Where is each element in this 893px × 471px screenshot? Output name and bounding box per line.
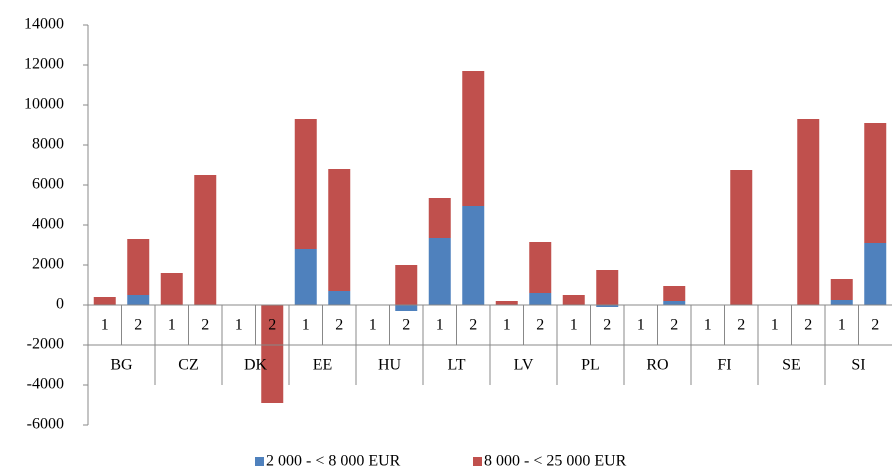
bar [529,293,552,305]
group-label: SE [782,357,801,374]
bar [93,297,116,305]
x-tick-label: 2 [737,317,745,334]
bar [562,295,585,305]
bar [294,249,317,305]
bar [830,279,853,300]
bar [127,239,150,295]
x-tick-label: 2 [335,317,343,334]
bar [127,295,150,305]
y-tick-label: 14000 [24,16,64,33]
group-label: PL [581,357,600,374]
bar [663,301,686,305]
x-tick-label: 1 [838,317,846,334]
x-tick-label: 1 [704,317,712,334]
bar [495,301,518,305]
group-label: BG [110,357,133,374]
x-tick-label: 2 [603,317,611,334]
x-tick-label: 1 [637,317,645,334]
x-tick-label: 2 [469,317,477,334]
bar [428,238,451,305]
y-tick-label: -6000 [27,416,64,433]
y-tick-label: -4000 [27,376,64,393]
bar [462,71,485,206]
x-tick-label: 1 [369,317,377,334]
x-tick-label: 1 [168,317,176,334]
x-tick-label: 2 [402,317,410,334]
group-label: HU [378,357,402,374]
bar [830,300,853,305]
bar [529,242,552,293]
x-tick-label: 2 [670,317,678,334]
x-tick-label: 1 [235,317,243,334]
bar [261,305,284,403]
legend-swatch [473,457,482,466]
bar [864,123,887,243]
bar [663,286,686,301]
x-tick-label: 1 [101,317,109,334]
x-tick-label: 2 [804,317,812,334]
bar [730,170,753,305]
bar [596,270,619,305]
x-tick-label: 2 [871,317,879,334]
bar [328,291,351,305]
group-label: SI [851,357,865,374]
y-tick-label: 2000 [32,256,64,273]
group-label: DK [244,357,268,374]
bar [797,119,820,305]
group-label: CZ [178,357,198,374]
x-tick-label: 1 [771,317,779,334]
bar [395,265,418,305]
legend-label: 8 000 - < 25 000 EUR [484,453,627,470]
bar [864,243,887,305]
x-tick-label: 1 [570,317,578,334]
x-tick-label: 2 [536,317,544,334]
bar [194,175,217,305]
x-tick-label: 1 [503,317,511,334]
x-tick-label: 2 [201,317,209,334]
group-label: EE [313,357,333,374]
x-tick-label: 2 [268,317,276,334]
y-tick-label: 4000 [32,216,64,233]
y-tick-label: 0 [56,296,64,313]
group-label: LV [514,357,534,374]
x-tick-label: 1 [302,317,310,334]
x-tick-label: 1 [436,317,444,334]
legend-label: 2 000 - < 8 000 EUR [266,453,401,470]
group-label: FI [717,357,731,374]
bar [328,169,351,291]
bar [596,305,619,307]
legend-swatch [255,457,264,466]
y-tick-label: 8000 [32,136,64,153]
bar [160,273,183,305]
x-tick-label: 2 [134,317,142,334]
group-label: RO [646,357,668,374]
y-tick-label: 6000 [32,176,64,193]
bar [395,305,418,311]
y-tick-label: -2000 [27,336,64,353]
bar [462,206,485,305]
bar [294,119,317,249]
bar [428,198,451,238]
y-tick-label: 12000 [24,56,64,73]
y-tick-label: 10000 [24,96,64,113]
group-label: LT [447,357,465,374]
